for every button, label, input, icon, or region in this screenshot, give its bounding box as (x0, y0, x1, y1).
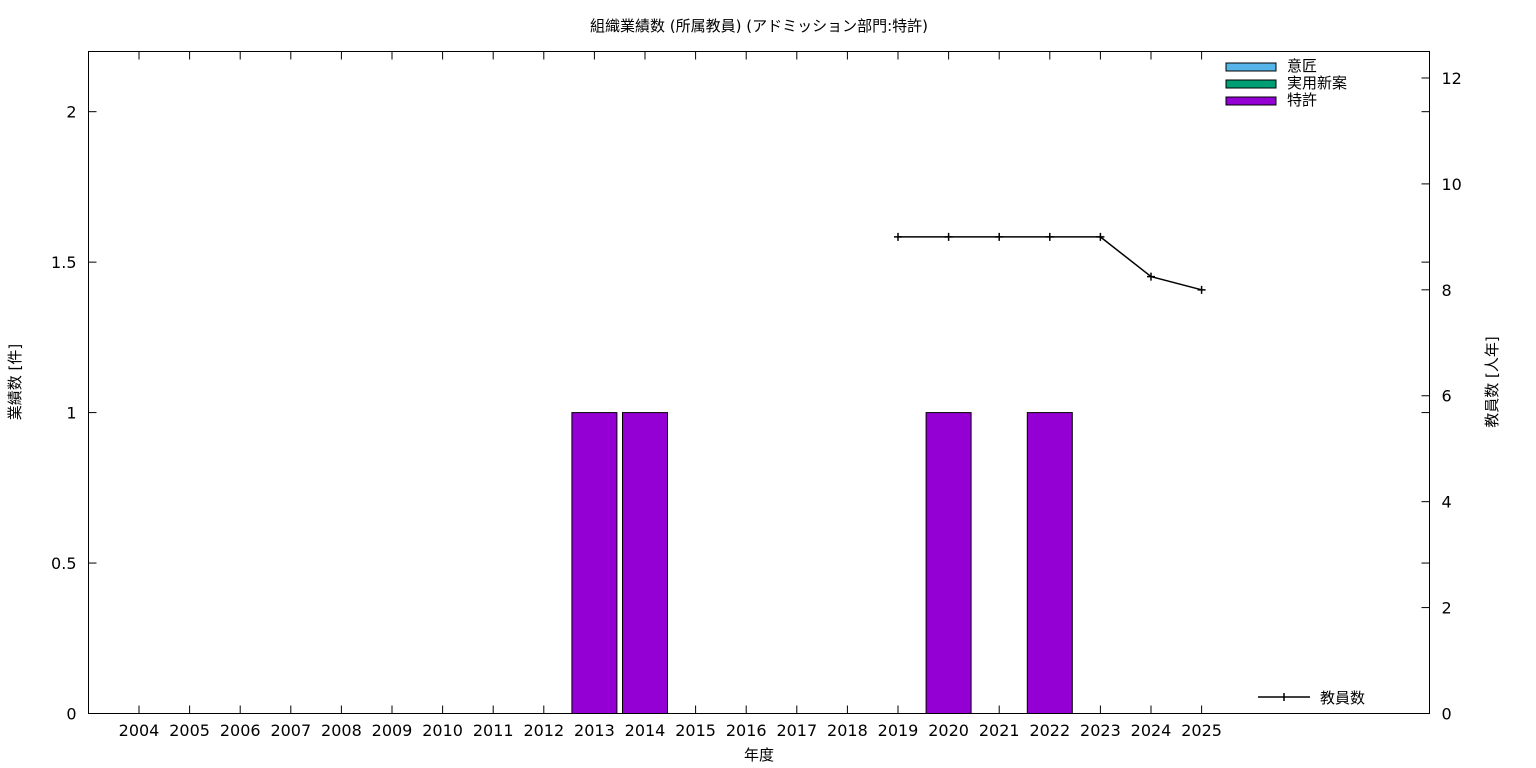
y-tick-label: 0 (66, 705, 76, 724)
bar-2-2020 (925, 412, 972, 714)
legend-swatch-0 (1225, 62, 1277, 72)
x-tick-label: 2025 (1181, 721, 1222, 740)
y-tick-label: 0.5 (51, 554, 76, 573)
teacher-count-point (944, 232, 953, 241)
x-tick-label: 2008 (321, 721, 362, 740)
legend-label-2: 特許 (1287, 91, 1317, 109)
x-tick-label: 2014 (625, 721, 666, 740)
bar-2-2014 (622, 412, 668, 714)
x-tick-label: 2011 (473, 721, 514, 740)
legend-swatch-1 (1225, 79, 1277, 89)
x-tick-label: 2005 (169, 721, 210, 740)
x-tick-label: 2022 (1029, 721, 1070, 740)
x-tick-label: 2012 (523, 721, 564, 740)
plot-frame (88, 51, 1430, 714)
y-tick-label: 1 (66, 404, 76, 423)
x-tick-label: 2021 (979, 721, 1020, 740)
x-tick-label: 2020 (928, 721, 969, 740)
teacher-count-line (898, 236, 1202, 291)
bar-2-2013 (571, 412, 618, 714)
y2-tick-label: 2 (1442, 599, 1452, 618)
x-tick-label: 2018 (827, 721, 868, 740)
teacher-count-point (1147, 272, 1155, 281)
x-tick-label: 2017 (776, 721, 817, 740)
teacher-count-point (1096, 232, 1105, 241)
x-tick-label: 2023 (1080, 721, 1121, 740)
y2-tick-label: 12 (1442, 69, 1462, 88)
teacher-count-point (1045, 232, 1054, 241)
x-tick-label: 2007 (270, 721, 311, 740)
y2-tick-label: 0 (1442, 705, 1452, 724)
y2-tick-label: 10 (1442, 175, 1462, 194)
legend-label-0: 意匠 (1287, 57, 1317, 75)
x-tick-label: 2013 (574, 721, 615, 740)
teacher-count-point (1197, 285, 1206, 294)
x-axis-label: 年度 (744, 746, 774, 764)
teacher-count-point (894, 232, 902, 241)
y2-tick-label: 4 (1442, 493, 1452, 512)
teacher-count-point (995, 232, 1004, 241)
y-tick-label: 2 (66, 103, 76, 122)
y-axis-label: 業績数 [件] (6, 344, 24, 420)
x-tick-label: 2019 (878, 721, 919, 740)
y2-tick-label: 6 (1442, 387, 1452, 406)
y2-tick-label: 8 (1442, 281, 1452, 300)
y-tick-label: 1.5 (51, 253, 76, 272)
x-tick-label: 2016 (726, 721, 767, 740)
legend-label-1: 実用新案 (1287, 74, 1347, 92)
y2-axis-label: 教員数 [人年] (1483, 336, 1501, 427)
x-tick-label: 2004 (119, 721, 160, 740)
legend-line-label: 教員数 (1320, 689, 1365, 707)
legend-swatch-2 (1225, 96, 1277, 106)
chart-title: 組織業績数 (所属教員) (アドミッション部門:特許) (590, 17, 928, 35)
x-tick-label: 2006 (220, 721, 261, 740)
x-tick-label: 2009 (372, 721, 413, 740)
x-tick-label: 2015 (675, 721, 716, 740)
x-tick-label: 2010 (422, 721, 463, 740)
bar-2-2022 (1026, 412, 1073, 714)
x-tick-label: 2024 (1131, 721, 1172, 740)
